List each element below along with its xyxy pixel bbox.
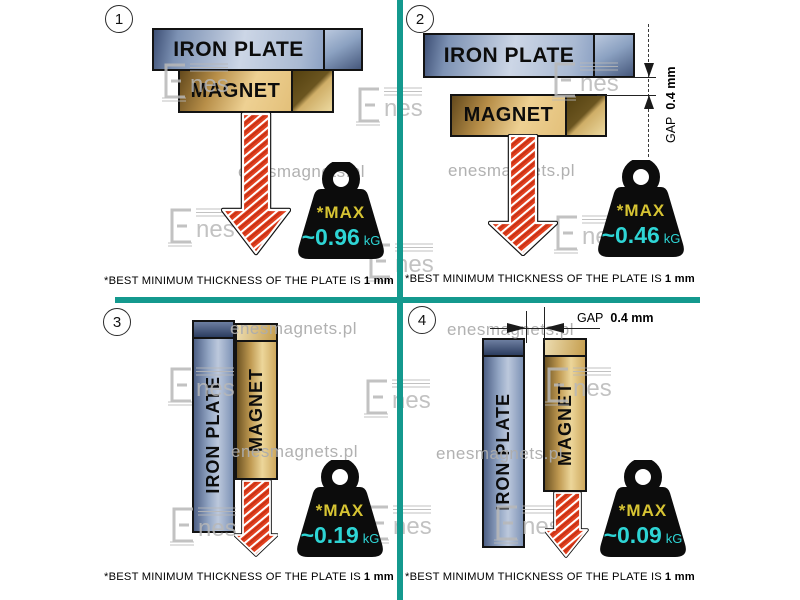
svg-text:nes: nes	[198, 515, 237, 542]
horizontal-divider	[115, 297, 700, 303]
magnet-label: MAGNET	[246, 368, 266, 452]
iron-plate: IRON PLATE	[192, 320, 235, 533]
footnote: *BEST MINIMUM THICKNESS OF THE PLATE IS 1…	[104, 571, 394, 583]
max-force-value: ~0.96	[302, 224, 360, 250]
max-label: *MAX	[317, 203, 365, 222]
weight-icon: *MAX ~0.09 kG	[600, 460, 686, 557]
enes-logo-watermark: nes	[170, 507, 237, 546]
dimension-arrow-left-icon	[545, 323, 564, 333]
magnet-label: MAGNET	[190, 79, 281, 102]
pull-force-arrow-icon	[234, 479, 278, 557]
magnet: MAGNET	[450, 94, 567, 137]
panel-number-badge: 2	[406, 5, 434, 33]
panel-number-badge: 3	[103, 308, 131, 336]
magnet: MAGNET	[178, 69, 293, 113]
magnet-side-face	[291, 69, 334, 113]
pull-force-arrow-icon	[545, 491, 589, 558]
enes-logo-watermark: nes	[162, 63, 229, 102]
dimension-arrow-up-icon	[644, 95, 654, 109]
panel-number-badge: 1	[105, 5, 133, 33]
enes-logo-watermark: nes	[545, 367, 612, 406]
plate-extension-line	[610, 77, 656, 78]
magnet-label: MAGNET	[463, 104, 554, 126]
svg-text:nes: nes	[196, 375, 235, 402]
iron-plate-top-face	[484, 340, 523, 357]
magnet-top-face	[545, 340, 585, 357]
max-label: *MAX	[617, 201, 665, 220]
svg-text:nes: nes	[580, 70, 619, 97]
magnet-side-face	[565, 94, 607, 137]
force-unit: kG	[664, 231, 681, 246]
enes-logo-watermark: nes	[364, 379, 431, 418]
pull-force-arrow-icon	[488, 134, 558, 256]
iron-plate-top-face	[194, 322, 233, 339]
site-watermark: enesmagnets.pl	[231, 442, 359, 461]
panel-number-badge: 4	[408, 306, 436, 334]
svg-text:nes: nes	[384, 95, 423, 122]
plate-extension-line	[526, 311, 527, 343]
enes-logo-watermark: nes	[356, 87, 423, 126]
iron-plate-side-face	[323, 28, 363, 71]
magnet-extension-line	[597, 95, 656, 96]
footnote: *BEST MINIMUM THICKNESS OF THE PLATE IS 1…	[405, 571, 695, 583]
force-unit: kG	[364, 233, 381, 248]
enes-logo-watermark: nes	[552, 62, 619, 101]
pull-force-arrow-icon	[221, 112, 291, 256]
svg-text:nes: nes	[573, 375, 612, 402]
logo-text: nes	[190, 71, 229, 98]
enes-logo-watermark: nes	[168, 208, 235, 247]
iron-plate-label: IRON PLATE	[173, 37, 304, 61]
footnote: *BEST MINIMUM THICKNESS OF THE PLATE IS 1…	[405, 273, 695, 285]
iron-plate: IRON PLATE	[482, 338, 525, 548]
gap-annotation: GAP0.4 mm	[664, 66, 678, 144]
magnet: MAGNET	[235, 323, 278, 480]
dimension-arrow-right-icon	[507, 323, 526, 333]
gap-dimension-line	[648, 24, 649, 157]
max-force-value: ~0.46	[602, 222, 660, 248]
iron-plate-label: IRON PLATE	[443, 43, 575, 67]
magnet-top-face	[237, 325, 276, 342]
magnet-extension-line	[544, 307, 545, 343]
weight-icon: *MAX ~0.46 kG	[598, 160, 684, 257]
magnet: MAGNET	[543, 338, 587, 492]
weight-icon: *MAX ~0.96 kG	[298, 162, 384, 259]
max-label: *MAX	[316, 501, 364, 520]
site-watermark: enesmagnets.pl	[436, 444, 564, 463]
max-force-value: ~0.19	[301, 522, 359, 548]
max-force-value: ~0.09	[604, 522, 662, 548]
force-unit: kG	[666, 531, 683, 546]
enes-logo-watermark: nes	[168, 367, 235, 406]
dimension-arrow-down-icon	[644, 63, 654, 77]
max-label: *MAX	[619, 501, 667, 520]
weight-icon: *MAX ~0.19 kG	[297, 460, 383, 557]
footnote: *BEST MINIMUM THICKNESS OF THE PLATE IS 1…	[104, 275, 394, 287]
iron-plate: IRON PLATE	[423, 33, 595, 78]
force-unit: kG	[363, 531, 380, 546]
site-watermark: enesmagnets.pl	[230, 319, 358, 338]
